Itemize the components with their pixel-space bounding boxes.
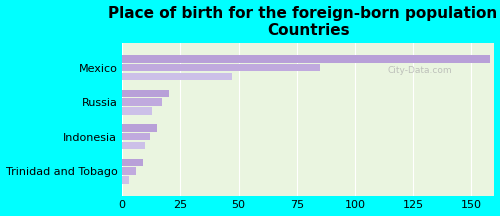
Bar bbox=[122, 73, 232, 80]
Text: City-Data.com: City-Data.com bbox=[388, 66, 452, 75]
Bar bbox=[122, 90, 168, 97]
Bar bbox=[122, 176, 129, 184]
Bar bbox=[122, 142, 146, 149]
Bar bbox=[122, 107, 152, 115]
Title: Place of birth for the foreign-born population -
Countries: Place of birth for the foreign-born popu… bbox=[108, 6, 500, 38]
Bar bbox=[122, 159, 143, 166]
Bar bbox=[122, 133, 150, 140]
Bar bbox=[122, 124, 157, 132]
Bar bbox=[122, 98, 162, 106]
Bar bbox=[122, 167, 136, 175]
Bar bbox=[122, 64, 320, 71]
Bar bbox=[122, 55, 490, 63]
